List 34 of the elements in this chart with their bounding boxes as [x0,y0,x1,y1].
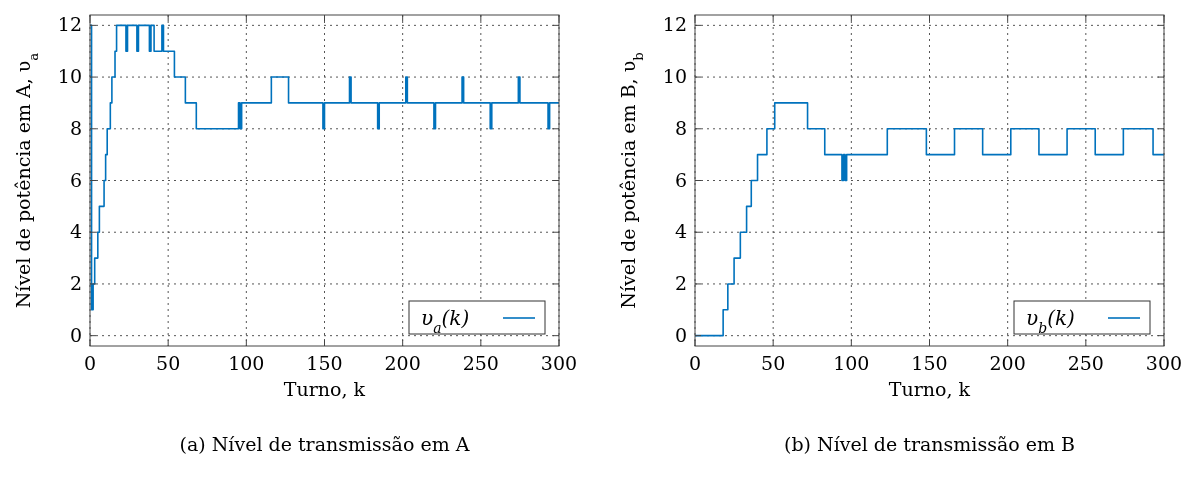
x-tick-label: 150 [306,352,343,374]
y-tick-label: 0 [69,323,82,346]
y-tick-label: 6 [69,168,82,191]
legend-label: υ$_{a}$(k) [421,306,470,336]
y-tick-label: 10 [57,65,82,88]
text: (a) Nível de transmissão em A [179,433,470,455]
x-tick-label: 50 [761,352,786,374]
x-tick-label: 0 [83,352,97,374]
x-tick-label: 100 [833,352,870,374]
x-tick-label: 50 [156,352,181,374]
y-tick-label: 10 [662,65,687,88]
x-axis-title: Turno, k [888,378,971,400]
x-tick-label: 250 [462,352,499,374]
x-tick-label: 300 [540,352,578,374]
x-tick-label: 150 [911,352,948,374]
x-axis-title: Turno, k [283,378,366,400]
x-tick-label: 100 [228,352,265,374]
text: (b) Nível de transmissão em B [784,433,1075,455]
y-tick-label: 4 [69,220,82,243]
y-tick-label: 4 [674,220,687,243]
y-tick-label: 12 [57,13,82,36]
x-tick-label: 200 [384,352,421,374]
y-tick-label: 0 [674,323,687,346]
y-tick-label: 2 [674,271,687,294]
y-tick-label: 2 [69,271,82,294]
x-tick-label: 0 [688,352,702,374]
x-tick-label: 200 [989,352,1026,374]
y-tick-label: 8 [69,116,82,139]
y-tick-label: 12 [662,13,687,36]
legend-label: υ$_{b}$(k) [1026,306,1075,336]
y-tick-label: 8 [674,116,687,139]
y-tick-label: 6 [674,168,687,191]
x-tick-label: 250 [1067,352,1104,374]
x-tick-label: 300 [1145,352,1183,374]
